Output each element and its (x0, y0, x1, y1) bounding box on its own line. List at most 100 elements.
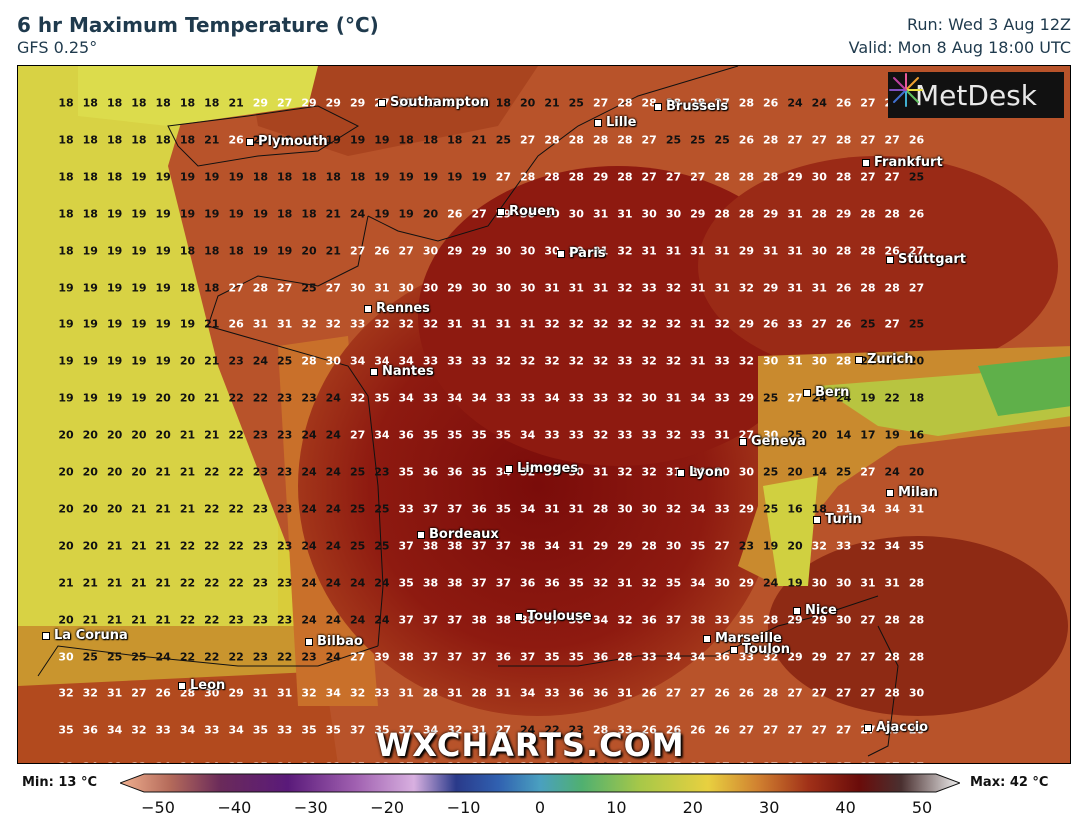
temperature-value: 31 (398, 686, 414, 700)
temperature-value: 19 (204, 170, 220, 184)
temperature-value: 31 (447, 686, 463, 700)
temperature-value: 19 (155, 244, 171, 258)
temperature-value: 21 (228, 96, 244, 110)
city-label: Geneva (739, 434, 806, 449)
temperature-value: 24 (325, 650, 341, 663)
temperature-value: 31 (277, 317, 293, 331)
temperature-value: 19 (374, 207, 390, 221)
temperature-value: 16 (787, 502, 803, 516)
temperature-value: 34 (884, 502, 900, 516)
temperature-value: 26 (835, 96, 852, 110)
temperature-value: 19 (252, 244, 269, 258)
city-name: Southampton (390, 95, 490, 110)
temperature-value: 32 (860, 539, 876, 553)
temperature-value: 32 (131, 761, 146, 763)
temperature-value: 30 (835, 613, 852, 627)
temperature-value: 21 (155, 576, 171, 590)
temperature-value: 30 (544, 244, 560, 258)
temperature-value: 38 (447, 576, 463, 590)
temperature-value: 21 (131, 613, 147, 627)
temperature-value: 19 (787, 576, 803, 590)
temperature-value: 34 (83, 761, 98, 763)
temperature-value: 35 (738, 613, 755, 627)
temperature-value: 26 (908, 207, 925, 221)
temperature-value: 24 (325, 428, 341, 442)
city-label: Lille (594, 115, 636, 130)
city-label: Bern (803, 385, 849, 400)
temperature-value: 18 (155, 133, 171, 147)
temperature-value: 34 (520, 686, 536, 700)
temperature-value: 24 (763, 576, 779, 590)
temperature-value: 18 (277, 170, 293, 184)
temperature-value: 34 (156, 761, 171, 763)
temperature-value: 32 (349, 686, 366, 700)
city-marker-icon (42, 631, 50, 640)
temperature-value: 34 (665, 650, 682, 663)
temperature-value: 18 (277, 207, 293, 221)
city-marker-icon (378, 98, 386, 107)
temperature-value: 27 (860, 96, 876, 110)
temperature-value: 21 (155, 613, 171, 627)
temperature-value: 27 (641, 133, 657, 147)
temperature-value: 35 (495, 502, 512, 516)
temperature-value: 31 (787, 281, 803, 294)
temperature-grid: 18 18 18 18 18 18 18 21 29 27 29 29 29 27 27 27 27 26 18 20… (18, 66, 1070, 764)
legend-tick-label: 10 (606, 798, 627, 817)
temperature-value: 32 (617, 465, 633, 479)
temperature-value: 19 (106, 281, 123, 294)
temperature-value: 34 (349, 354, 366, 368)
temperature-value: 16 (908, 428, 925, 442)
temperature-value: 35 (690, 539, 706, 553)
temperature-value: 28 (641, 539, 657, 553)
temperature-value: 34 (106, 723, 123, 737)
temperature-map: 18 18 18 18 18 18 18 21 29 27 29 29 29 27 27 27 27 26 18 20… (17, 65, 1071, 764)
temperature-value: 21 (82, 613, 98, 627)
temperature-value: 28 (738, 207, 755, 221)
temperature-value: 33 (568, 428, 584, 442)
temperature-value: 33 (277, 723, 293, 737)
temperature-value: 31 (326, 761, 341, 763)
temperature-value: 31 (568, 281, 584, 294)
temperature-value: 28 (471, 761, 486, 763)
temperature-value: 28 (908, 613, 925, 627)
temperature-value: 22 (884, 391, 900, 405)
temperature-value: 31 (908, 502, 925, 516)
temperature-value: 24 (325, 539, 341, 553)
temperature-value: 24 (155, 650, 171, 663)
temperature-value: 27 (908, 281, 925, 294)
temperature-value: 20 (787, 465, 803, 479)
temperature-value: 28 (738, 170, 755, 184)
temperature-value: 28 (884, 207, 900, 221)
temperature-value: 25 (763, 502, 779, 516)
temperature-value: 22 (228, 391, 244, 405)
temperature-value: 27 (495, 723, 512, 737)
temperature-value: 27 (228, 281, 244, 294)
temperature-value: 31 (592, 244, 609, 258)
city-name: Stuttgart (898, 252, 966, 267)
temperature-value: 33 (641, 650, 657, 663)
temperature-value: 20 (58, 539, 74, 553)
temperature-value: 26 (447, 207, 463, 221)
temperature-value: 33 (714, 613, 730, 627)
temperature-value: 33 (422, 391, 439, 405)
temperature-value: 27 (398, 244, 414, 258)
temperature-value: 33 (787, 317, 803, 331)
temperature-value: 29 (447, 761, 462, 763)
temperature-value: 27 (642, 761, 657, 763)
temperature-value: 31 (714, 244, 730, 258)
temperature-value: 19 (131, 207, 147, 221)
temperature-value: 20 (252, 133, 269, 147)
temperature-value: 33 (374, 686, 390, 700)
temperature-value: 35 (350, 761, 365, 763)
temperature-value: 18 (204, 281, 220, 294)
temperature-value: 27 (860, 686, 876, 700)
temperature-value: 19 (131, 391, 147, 405)
temperature-value: 34 (690, 576, 706, 590)
temperature-value: 18 (179, 96, 196, 110)
temperature-value: 27 (277, 96, 293, 110)
temperature-value: 29 (349, 96, 366, 110)
temperature-value: 27 (739, 761, 754, 763)
temperature-value: 24 (811, 96, 827, 110)
temperature-value: 31 (252, 686, 269, 700)
temperature-value: 31 (714, 428, 730, 442)
